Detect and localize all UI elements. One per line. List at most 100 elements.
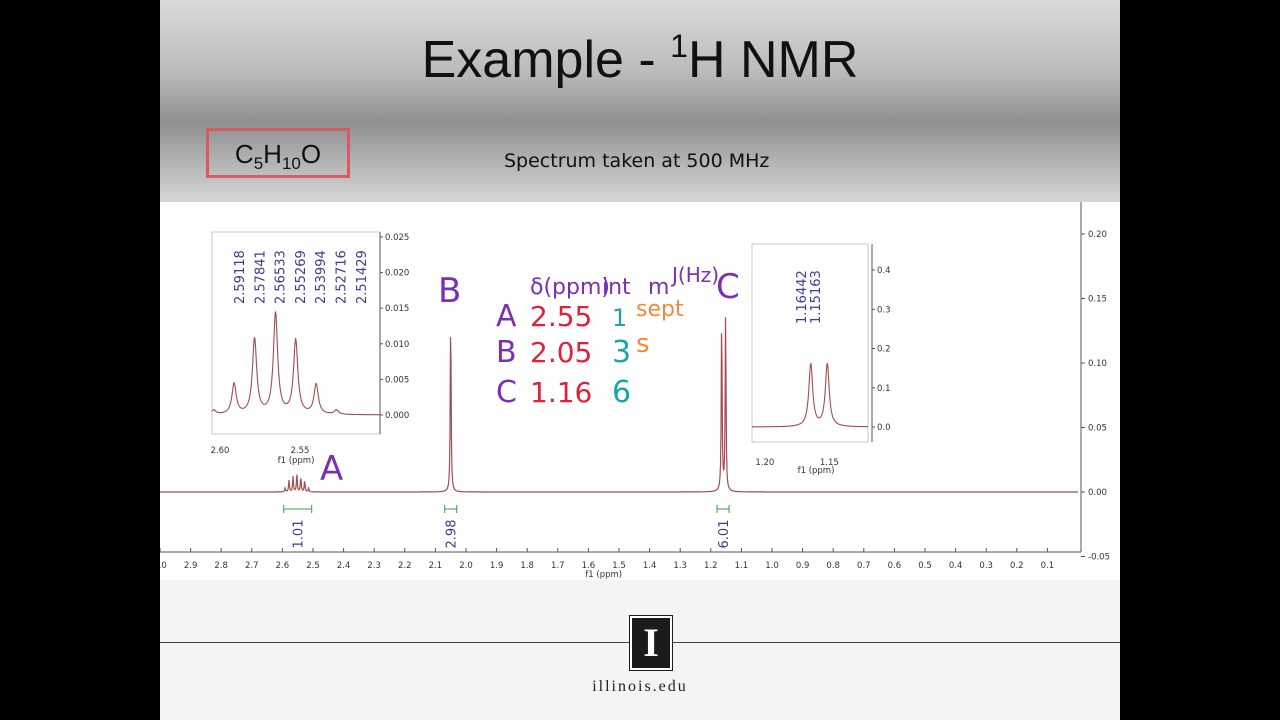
- x-tick-label: 1.7: [551, 561, 565, 571]
- table-header-j: J(Hz): [670, 263, 719, 287]
- table-header-int: int: [602, 275, 631, 300]
- spectrum-trace: [160, 317, 1078, 493]
- x-tick-label: 2.4: [337, 561, 351, 571]
- inset-c-y-tick-label: 0.2: [877, 345, 891, 355]
- table-header-delta: δ(ppm): [530, 275, 610, 300]
- x-tick-label: 2.7: [245, 561, 259, 571]
- x-tick-label: 1.6: [582, 561, 596, 571]
- inset-a-x-title: f1 (ppm): [278, 456, 315, 466]
- x-tick-label: 0.7: [857, 561, 871, 571]
- inset-a-trace: [211, 311, 380, 416]
- spectrum-note: Spectrum taken at 500 MHz: [504, 150, 770, 172]
- table-row-mult: sept: [636, 297, 684, 322]
- inset-a-peak-label: 2.56533: [274, 250, 289, 304]
- peak-letter-b: B: [438, 271, 461, 311]
- inset-a-peak-label: 2.53994: [314, 250, 329, 304]
- inset-a-x-tick-label: 2.60: [211, 446, 230, 456]
- inset-c-trace: [752, 362, 868, 428]
- x-tick-label: 1.9: [490, 561, 504, 571]
- inset-a-y-tick-label: 0.005: [385, 375, 409, 385]
- x-tick-label: 0.5: [918, 561, 932, 571]
- y-tick-label: 0.20: [1088, 230, 1107, 240]
- x-tick-label: 2.5: [306, 561, 320, 571]
- x-tick-label: 1.4: [643, 561, 657, 571]
- x-tick-label: 1.5: [612, 561, 626, 571]
- formula-carbon: C: [234, 139, 254, 169]
- y-tick-label: 0.00: [1088, 488, 1107, 498]
- y-tick-label: 0.15: [1088, 295, 1107, 305]
- peak-letter-a: A: [320, 449, 343, 489]
- table-row-shift: 2.55: [530, 300, 592, 333]
- table-row-shift: 1.16: [530, 376, 592, 409]
- inset-c-x-title: f1 (ppm): [798, 466, 835, 476]
- nmr-spectrum-chart: 0.20 0.15 0.10 0.05 0.00 -0.05 3.0 2.9 2.8 2.7 2.6…: [160, 202, 1110, 580]
- x-tick-label: 1.2: [704, 561, 718, 571]
- inset-c-peak-label: 1.15163: [809, 270, 824, 324]
- nmr-spectrum-panel: 0.20 0.15 0.10 0.05 0.00 -0.05 3.0 2.9 2.8 2.7 2.6…: [160, 202, 1120, 580]
- table-row-int: 1: [612, 304, 627, 332]
- table-row-int: 6: [612, 375, 631, 410]
- inset-c-y-tick-label: 0.1: [877, 384, 891, 394]
- integral-value: 1.01: [292, 520, 307, 549]
- slide-title: Example - 1H NMR: [160, 28, 1120, 90]
- slide-header: Example - 1H NMR C5H10O Spectrum taken a…: [160, 0, 1120, 202]
- x-tick-label: 1.1: [735, 561, 749, 571]
- x-tick-label: 2.2: [398, 561, 412, 571]
- inset-c-x-tick-label: 1.20: [755, 458, 774, 468]
- x-tick-label: 0.9: [796, 561, 810, 571]
- x-tick-label: 0.2: [1010, 561, 1024, 571]
- y-tick-label: 0.10: [1088, 359, 1107, 369]
- x-tick-label: 2.9: [184, 561, 198, 571]
- formula-carbon-count: 5: [253, 154, 264, 173]
- y-tick-label: 0.05: [1088, 424, 1107, 434]
- x-tick-label: 0.1: [1041, 561, 1055, 571]
- x-tick-label: 2.6: [276, 561, 290, 571]
- table-row-label: C: [496, 375, 517, 410]
- title-text-end: H NMR: [687, 31, 859, 89]
- integral-value: 6.01: [717, 520, 732, 549]
- slide: Example - 1H NMR C5H10O Spectrum taken a…: [160, 0, 1120, 720]
- x-tick-label: 2.0: [459, 561, 473, 571]
- x-tick-label: 0.8: [826, 561, 840, 571]
- x-tick-label: 2.3: [367, 561, 381, 571]
- table-row-label: B: [496, 335, 517, 370]
- formula-hydrogen-count: 10: [281, 154, 301, 173]
- inset-a-peak-label: 2.51429: [355, 250, 370, 304]
- x-tick-label: 1.3: [673, 561, 687, 571]
- inset-a-peak-label: 2.59118: [233, 250, 248, 304]
- x-tick-label: 0.4: [949, 561, 963, 571]
- integral-value: 2.98: [445, 520, 460, 549]
- inset-c-peak-label: 1.16442: [795, 270, 810, 324]
- x-tick-label: 2.8: [214, 561, 228, 571]
- inset-c-y-tick-label: 0.4: [877, 266, 891, 276]
- inset-c-frame: [751, 243, 869, 443]
- molecular-formula: C5H10O: [206, 128, 350, 178]
- logo-letter: I: [643, 620, 659, 665]
- inset-c-x-tick-label: 1.15: [820, 458, 839, 468]
- y-tick-label: -0.05: [1088, 553, 1110, 563]
- x-tick-label: 0.3: [979, 561, 993, 571]
- inset-a-peak-label: 2.52716: [335, 250, 350, 304]
- x-tick-label: 1.0: [765, 561, 779, 571]
- x-axis-title: f1 (ppm): [585, 570, 622, 580]
- x-tick-label: 2.1: [429, 561, 443, 571]
- title-text: Example -: [421, 31, 671, 89]
- illinois-logo: I: [629, 615, 673, 671]
- inset-a-frame: [211, 231, 381, 435]
- inset-a-y-tick-label: 0.015: [385, 304, 409, 314]
- inset-a-peak-label: 2.55269: [294, 250, 309, 304]
- table-row-mult: s: [636, 329, 650, 359]
- inset-c-y-tick-label: 0.0: [877, 423, 891, 433]
- inset-c-y-tick-label: 0.3: [877, 305, 891, 315]
- inset-a-y-tick-label: 0.010: [385, 340, 409, 350]
- table-row-int: 3: [612, 335, 631, 370]
- x-tick-label: 1.8: [520, 561, 534, 571]
- inset-a-x-tick-label: 2.55: [291, 446, 310, 456]
- table-row-shift: 2.05: [530, 336, 592, 369]
- formula-hydrogen: H: [263, 139, 282, 169]
- title-superscript: 1: [670, 28, 688, 64]
- x-tick-label: 0.6: [888, 561, 902, 571]
- inset-a-peak-label: 2.57841: [253, 250, 268, 304]
- x-tick-label: 3.0: [160, 561, 167, 571]
- formula-oxygen: O: [300, 139, 322, 169]
